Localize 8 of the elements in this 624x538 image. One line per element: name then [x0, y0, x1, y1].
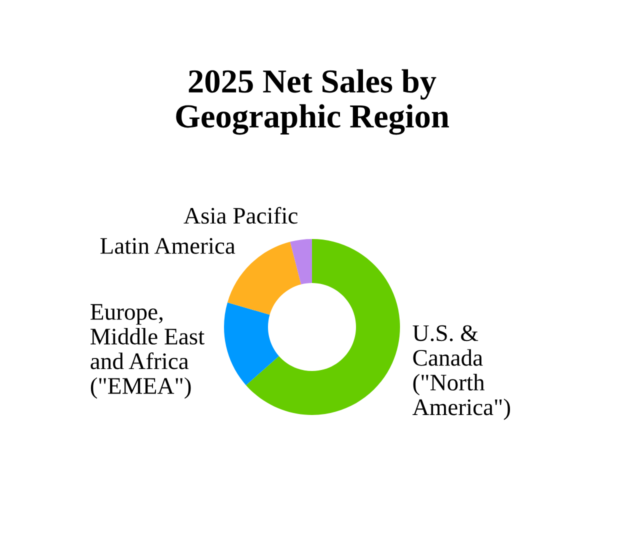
- slice-label: Latin America: [100, 238, 236, 254]
- slice-label: Europe, Middle East and Africa ("EMEA"): [90, 304, 205, 399]
- chart-title: 2025 Net Sales by Geographic Region: [176, 69, 449, 135]
- donut-slice: [290, 239, 312, 284]
- slice-label: U.S. & Canada ("North America"): [412, 325, 510, 420]
- donut-slice: [246, 239, 400, 415]
- slice-label: Asia Pacific: [184, 206, 298, 224]
- donut-slice: [224, 302, 279, 386]
